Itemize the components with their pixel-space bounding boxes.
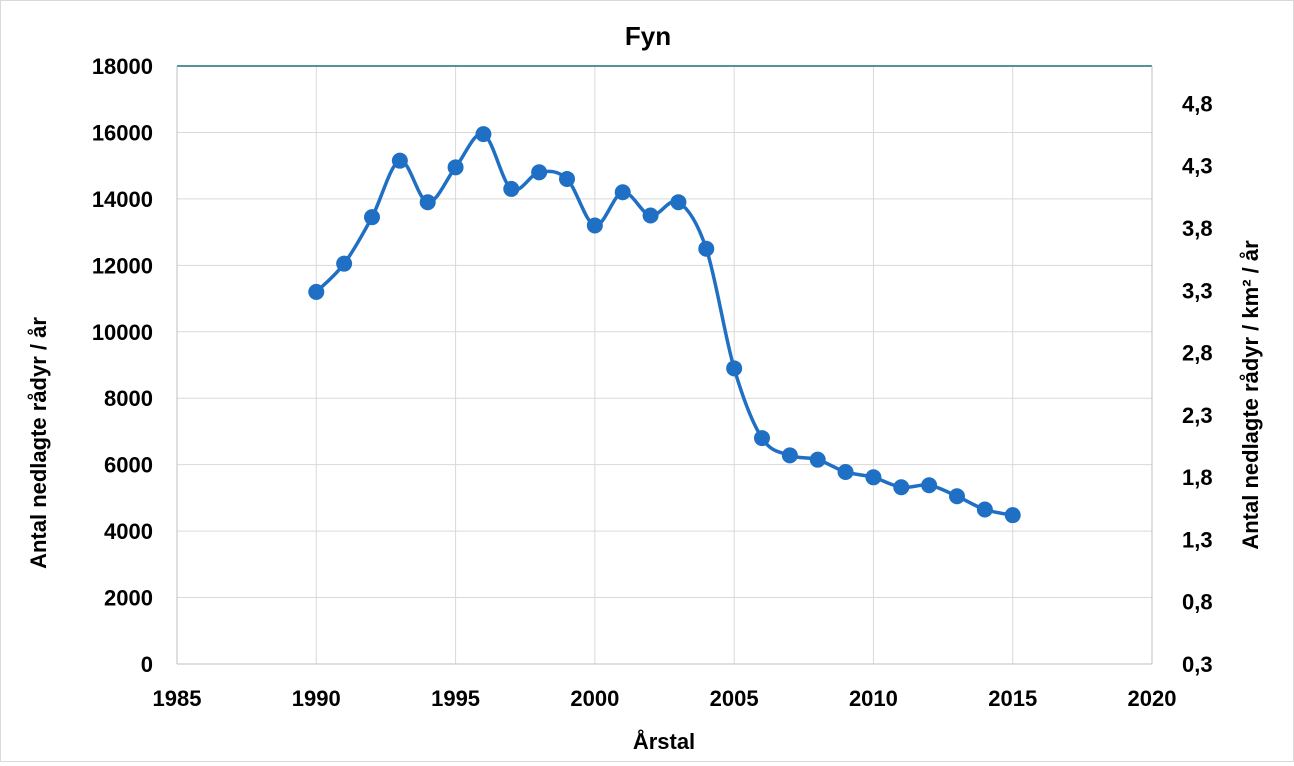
data-point — [391, 152, 408, 169]
y2-tick-label: 2,8 — [1182, 341, 1213, 366]
y-tick-label: 0 — [141, 652, 153, 677]
data-point — [586, 217, 603, 234]
data-point — [949, 488, 965, 505]
data-point — [837, 463, 854, 480]
data-point — [698, 240, 715, 257]
data-point — [976, 501, 993, 518]
y2-tick-label: 1,3 — [1182, 527, 1213, 552]
data-point — [893, 479, 910, 496]
y2-tick-label: 4,3 — [1182, 154, 1213, 179]
x-tick-label: 1985 — [153, 686, 202, 711]
y-tick-label: 2000 — [104, 586, 153, 611]
data-point — [921, 477, 938, 494]
y2-tick-label: 3,3 — [1182, 278, 1213, 303]
y2-tick-label: 3,8 — [1182, 216, 1213, 241]
data-point — [670, 194, 687, 211]
data-point — [754, 430, 770, 447]
y-tick-label: 16000 — [92, 120, 153, 145]
x-tick-label: 1995 — [431, 686, 480, 711]
y-tick-label: 4000 — [104, 519, 153, 544]
y-tick-label: 18000 — [92, 54, 153, 79]
x-tick-label: 2020 — [1128, 686, 1177, 711]
y2-tick-label: 2,3 — [1182, 403, 1213, 428]
data-point — [559, 170, 575, 187]
chart-title: Fyn — [625, 21, 671, 51]
series-line-group — [315, 132, 1014, 517]
y-tick-label: 14000 — [92, 187, 153, 212]
x-tick-label: 2015 — [988, 686, 1037, 711]
y-tick-label: 8000 — [104, 386, 153, 411]
data-point — [336, 255, 353, 272]
data-point — [503, 180, 520, 197]
data-point — [475, 126, 492, 143]
x-tick-label: 2005 — [710, 686, 759, 711]
data-point — [1004, 507, 1021, 524]
data-point — [308, 283, 325, 300]
data-point — [781, 447, 798, 464]
y2-tick-label: 0,8 — [1182, 590, 1213, 615]
x-tick-label: 2000 — [570, 686, 619, 711]
y-axis-title: Antal nedlagte rådyr / år — [26, 317, 51, 569]
y-tick-label: 12000 — [92, 253, 153, 278]
y2-axis-title: Antal nedlagte rådyr / km² / år — [1238, 240, 1263, 550]
series-line — [315, 132, 1014, 517]
y2-tick-label: 4,8 — [1182, 91, 1213, 116]
y-tick-label: 10000 — [92, 320, 153, 345]
y2-tick-label: 0,3 — [1182, 652, 1213, 677]
data-point — [865, 469, 882, 486]
y2-tick-label: 1,8 — [1182, 465, 1213, 490]
data-point — [419, 194, 436, 211]
data-points — [308, 126, 1021, 524]
data-point — [614, 184, 631, 201]
x-axis-title: Årstal — [633, 728, 695, 754]
x-tick-label: 1990 — [292, 686, 341, 711]
data-point — [364, 209, 380, 226]
gridlines — [176, 65, 1153, 665]
y-tick-label: 6000 — [104, 453, 153, 478]
x-tick-label: 2010 — [849, 686, 898, 711]
axes — [176, 65, 1153, 665]
data-point — [726, 360, 743, 377]
data-point — [447, 159, 464, 176]
tick-labels: 0 2000 4000 6000 8000 10000 12000 14000 16000 180… — [92, 54, 1213, 711]
data-point — [531, 164, 548, 181]
data-point — [809, 451, 826, 468]
data-point — [642, 207, 659, 224]
